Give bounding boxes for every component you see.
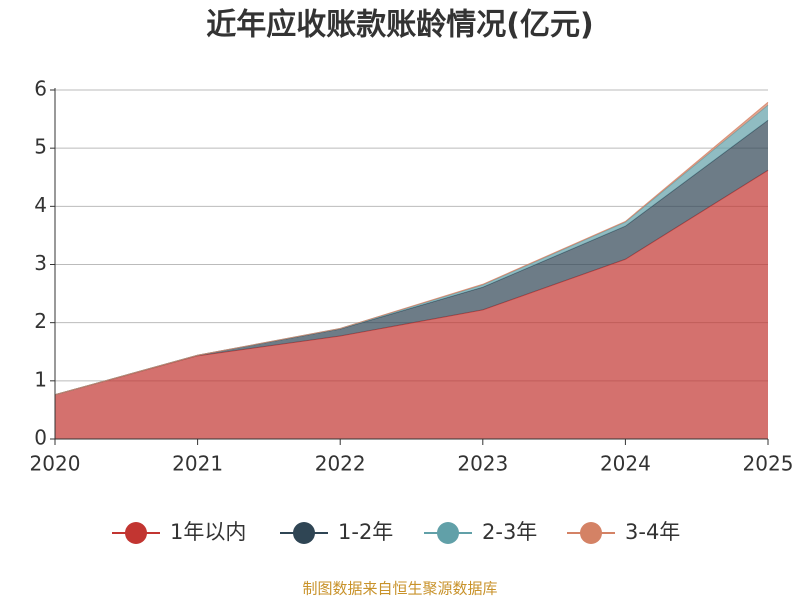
y-tick-label: 1 (34, 367, 47, 391)
x-tick-label: 2022 (315, 452, 366, 476)
chart-title: 近年应收账款账龄情况(亿元) (206, 8, 593, 43)
legend-icon (293, 522, 315, 544)
x-tick-label: 2025 (743, 452, 794, 476)
x-tick-label: 2021 (172, 452, 223, 476)
y-tick-label: 2 (34, 309, 47, 333)
y-tick-label: 4 (34, 193, 47, 217)
y-tick-label: 0 (34, 426, 47, 450)
area (55, 170, 768, 439)
x-tick-label: 2024 (600, 452, 651, 476)
legend-label: 2-3年 (482, 520, 537, 544)
legend-icon (580, 522, 602, 544)
y-tick-label: 5 (34, 135, 47, 159)
legend-label: 1年以内 (170, 520, 246, 544)
legend-label: 3-4年 (625, 520, 680, 544)
legend-icon (125, 522, 147, 544)
y-tick-label: 3 (34, 251, 47, 275)
x-tick-label: 2023 (457, 452, 508, 476)
y-tick-label: 6 (34, 77, 47, 101)
source-note: 制图数据来自恒生聚源数据库 (302, 580, 497, 598)
x-tick-label: 2020 (30, 452, 81, 476)
area (55, 120, 768, 395)
legend-label: 1-2年 (338, 520, 393, 544)
area-line (54, 101, 769, 396)
legend-icon (437, 522, 459, 544)
